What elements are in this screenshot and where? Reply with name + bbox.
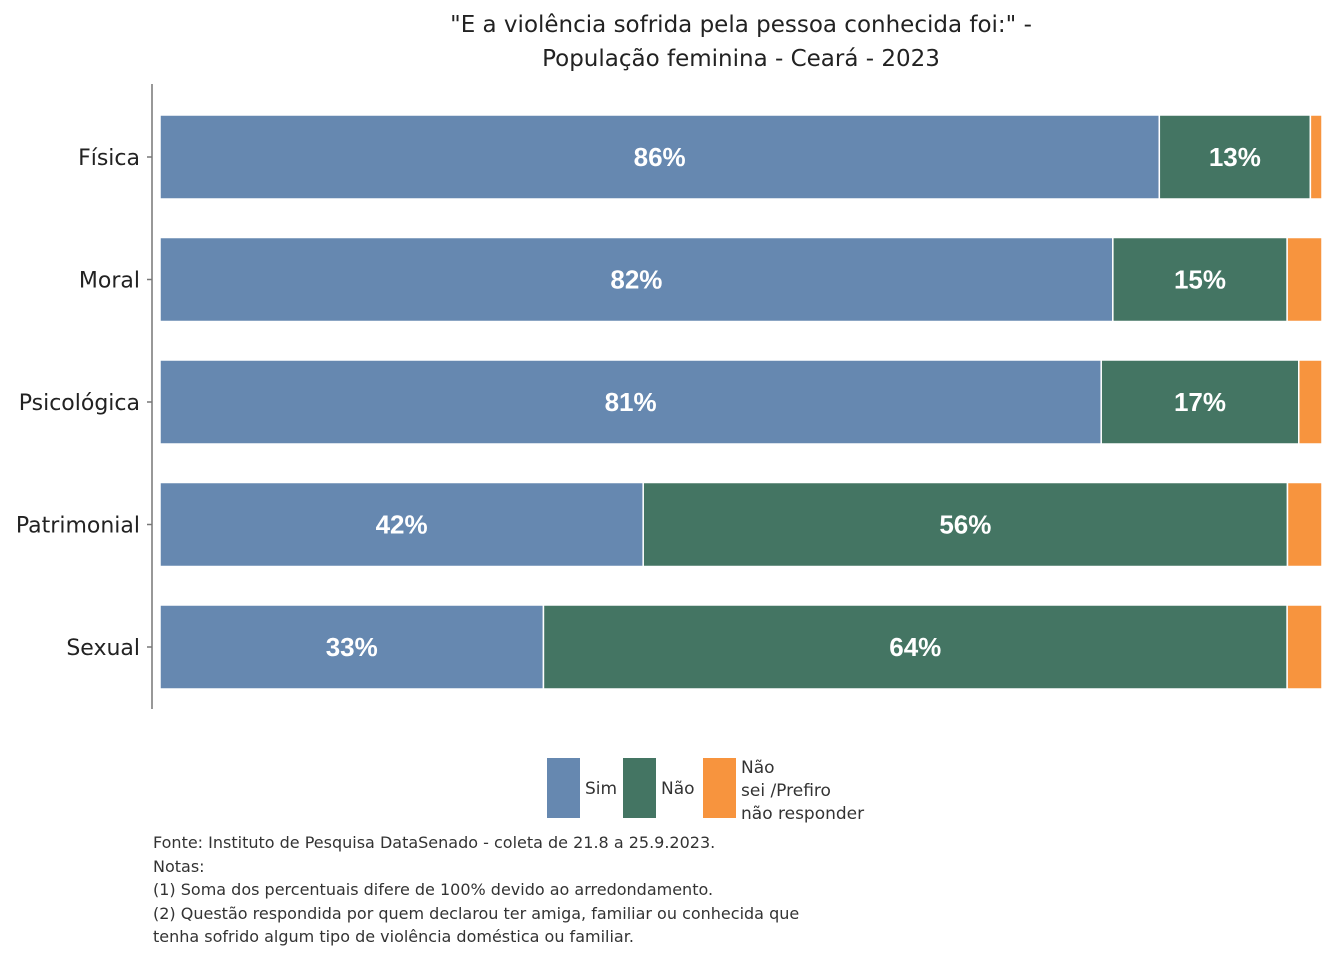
bar-3-1: [1309, 114, 1323, 200]
legend-label-2: Não: [661, 779, 695, 799]
bar-label-2-4: 56%: [939, 510, 991, 540]
footer-note-2-cont: tenha sofrido algum tipo de violência do…: [153, 927, 634, 946]
bar-label-2-3: 17%: [1174, 387, 1226, 417]
bar-3-4: [1286, 481, 1323, 568]
bar-label-1-4: 42%: [376, 510, 428, 540]
legend: Sim Não Não sei /Prefiro não responder: [547, 758, 864, 824]
bar-2-5: [542, 604, 1288, 690]
y-axis: Física Moral Psicológica Patrimonial Sexual: [16, 84, 153, 709]
legend-swatch-1: [547, 758, 580, 818]
bars: 86% 13% 82% 15% 81% 17% 42% 56% 33% 64%: [159, 114, 1323, 690]
bar-label-2-1: 13%: [1209, 142, 1261, 172]
footer-notes-heading: Notas:: [153, 856, 205, 876]
footer-note-1: (1) Soma dos percentuais difere de 100% …: [153, 880, 714, 899]
bar-label-1-3: 81%: [605, 387, 657, 417]
bar-2-2: [1112, 236, 1288, 323]
bar-2-4: [642, 481, 1289, 568]
footer-note-2: (2) Questão respondida por quem declarou…: [153, 903, 800, 923]
chart-title-line-2: População feminina - Ceará - 2023: [542, 46, 940, 72]
chart-title: "E a violência sofrida pela pessoa conhe…: [450, 12, 1032, 72]
category-label-5: Sexual: [66, 636, 140, 661]
bar-2-1: [1158, 114, 1312, 200]
bar-1-2: [159, 236, 1114, 323]
legend-label-1: Sim: [585, 779, 617, 799]
legend-swatch-2: [623, 758, 656, 818]
bar-label-2-5: 64%: [889, 632, 941, 662]
bar-3-3: [1298, 359, 1323, 445]
bar-3-2: [1286, 236, 1323, 323]
bar-label-2-2: 15%: [1174, 265, 1226, 295]
bar-label-1-5: 33%: [326, 632, 378, 662]
legend-swatch-3: [703, 758, 736, 818]
footer-notes: Fonte: Instituto de Pesquisa DataSenado …: [153, 831, 953, 949]
category-label-4: Patrimonial: [16, 514, 140, 539]
bar-1-5: [159, 604, 545, 690]
category-label-1: Física: [78, 146, 140, 171]
category-label-3: Psicológica: [19, 391, 140, 416]
bar-3-5: [1286, 604, 1323, 690]
legend-label-3: Não sei /Prefiro não responder: [741, 758, 864, 824]
category-label-2: Moral: [79, 269, 140, 294]
bar-label-1-2: 82%: [610, 265, 662, 295]
bar-1-1: [159, 114, 1161, 200]
bar-1-4: [159, 481, 644, 568]
bar-2-3: [1100, 359, 1300, 445]
chart-title-line-1: "E a violência sofrida pela pessoa conhe…: [450, 12, 1032, 38]
bar-1-3: [159, 359, 1102, 445]
footer-source: Fonte: Instituto de Pesquisa DataSenado …: [153, 833, 716, 852]
bar-label-1-1: 86%: [634, 142, 686, 172]
